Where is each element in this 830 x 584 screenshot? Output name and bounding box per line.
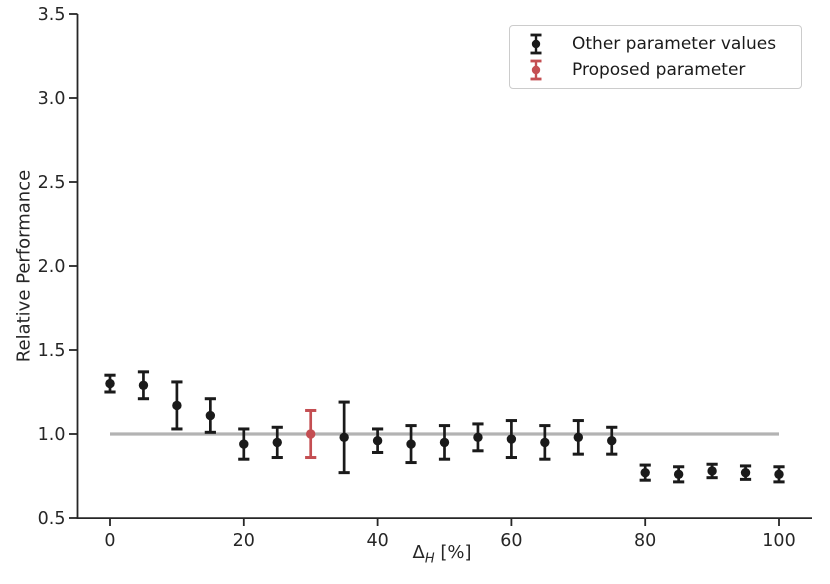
errorbar-point: [505, 419, 517, 460]
legend-entry: Proposed parameter: [520, 58, 791, 82]
errorbar-point: [338, 400, 350, 475]
errorbar-point: [438, 424, 451, 461]
x-tick-label: 100: [762, 531, 795, 551]
errorbar-point: [739, 464, 752, 481]
errorbar-point: [472, 422, 484, 453]
errorbar-point: [673, 465, 685, 484]
data-point-marker: [540, 437, 550, 448]
y-tick-label: 0.5: [38, 509, 66, 529]
errorbar-point: [271, 425, 283, 460]
data-point-marker: [473, 432, 483, 443]
y-tick-label: 2.0: [38, 257, 66, 277]
errorbar-point: [171, 380, 183, 431]
data-point-marker: [339, 432, 349, 443]
x-tick-label: 60: [500, 531, 522, 551]
data-point-marker: [640, 467, 650, 478]
errorbar-point: [372, 427, 384, 454]
data-point-marker: [172, 400, 182, 411]
x-tick-label: 20: [233, 531, 255, 551]
data-point-marker: [707, 466, 717, 476]
legend-entry: Other parameter values: [520, 32, 791, 56]
x-axis-label: ΔH [%]: [413, 542, 472, 567]
errorbar-point: [572, 419, 584, 456]
x-tick-label: 0: [104, 531, 115, 551]
errorbar-point: [204, 397, 216, 434]
errorbar-point: [639, 463, 651, 482]
data-point-marker: [138, 380, 149, 390]
errorbar-point: [137, 370, 150, 401]
y-tick-label: 3.0: [38, 89, 66, 109]
y-axis-label: Relative Performance: [13, 169, 35, 363]
data-point-marker: [673, 469, 684, 480]
y-tick-label: 1.0: [38, 425, 66, 445]
errorbar-point: [305, 408, 317, 460]
errorbar-point: [606, 425, 618, 456]
errorbar-point: [104, 373, 116, 394]
data-point-marker: [774, 469, 784, 480]
y-tick-label: 1.5: [38, 341, 66, 361]
xlabel-subscript: H: [424, 551, 435, 567]
data-point-marker: [573, 432, 583, 443]
xlabel-unit: [%]: [434, 542, 472, 563]
data-point-marker: [439, 437, 450, 448]
data-point-marker: [105, 378, 115, 389]
errorbar-icon: [530, 59, 542, 81]
errorbar-point: [539, 424, 551, 461]
data-point-marker: [740, 467, 751, 478]
xlabel-symbol: Δ: [412, 542, 425, 563]
data-point-marker: [205, 410, 216, 421]
legend-label: Other parameter values: [572, 34, 777, 54]
x-tick-label: 80: [634, 531, 656, 551]
errorbar-point: [773, 465, 785, 484]
x-tick-label: 40: [366, 531, 388, 551]
data-point-marker: [607, 436, 617, 446]
y-tick-label: 3.5: [38, 5, 66, 25]
data-point-marker: [239, 439, 249, 449]
errorbar-point: [706, 462, 718, 480]
data-point-marker: [372, 436, 383, 446]
data-point-marker: [406, 439, 416, 449]
errorbar-point: [405, 424, 417, 465]
legend: Other parameter values Proposed parameter: [509, 25, 802, 89]
errorbar-point: [238, 427, 250, 461]
data-point-marker: [506, 434, 517, 444]
y-tick-label: 2.5: [38, 173, 66, 193]
data-point-marker: [306, 429, 316, 439]
legend-label: Proposed parameter: [572, 60, 746, 80]
errorbar-icon: [530, 33, 542, 55]
data-point-marker: [272, 437, 282, 448]
